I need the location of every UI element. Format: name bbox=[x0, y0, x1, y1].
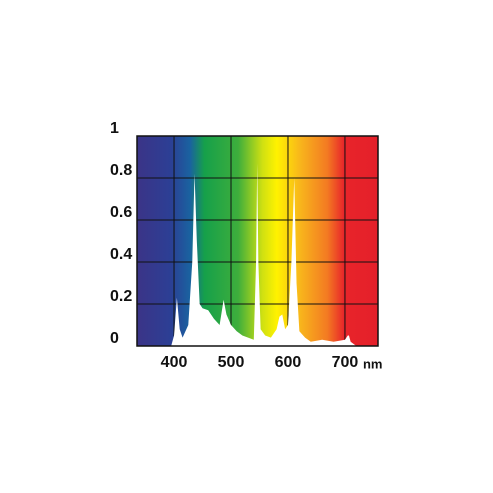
x-axis-label: nm bbox=[363, 356, 383, 371]
plot-border bbox=[136, 135, 379, 347]
y-tick-label: 0 bbox=[110, 330, 119, 347]
y-tick-label: 0.6 bbox=[110, 204, 132, 221]
y-tick-label: 1 bbox=[110, 120, 119, 137]
x-tick-label: 400 bbox=[161, 354, 188, 371]
x-tick-label: 500 bbox=[218, 354, 245, 371]
y-tick-label: 0.8 bbox=[110, 162, 132, 179]
y-tick-label: 0.2 bbox=[110, 288, 132, 305]
y-tick-label: 0.4 bbox=[110, 246, 132, 263]
spectrum-area bbox=[171, 163, 357, 346]
x-tick-label: 600 bbox=[275, 354, 302, 371]
x-tick-label: 700 bbox=[332, 354, 359, 371]
